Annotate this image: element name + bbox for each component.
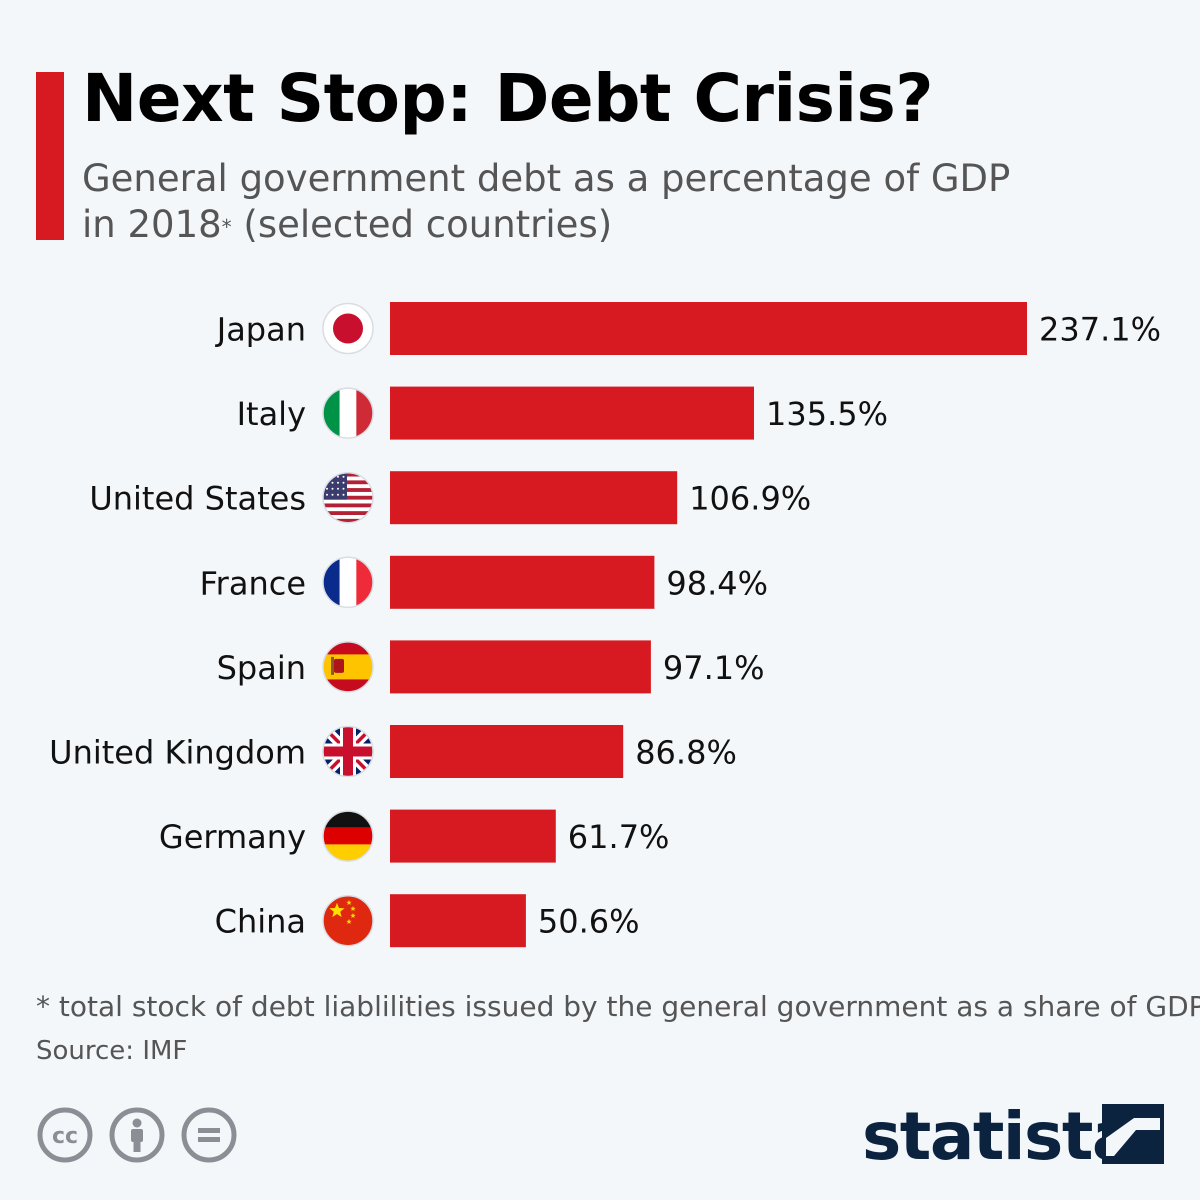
value-label: 135.5% <box>766 395 888 433</box>
usa-flag-icon <box>322 471 374 524</box>
no-derivatives-icon[interactable] <box>180 1106 238 1164</box>
bar <box>390 640 651 694</box>
bar <box>390 471 678 525</box>
china-flag-icon <box>322 894 374 947</box>
category-label: Japan <box>215 311 306 349</box>
svg-text:cc: cc <box>52 1124 78 1149</box>
value-label: 61.7% <box>568 818 670 856</box>
spain-flag-icon <box>322 641 374 693</box>
category-label: France <box>200 564 306 602</box>
value-label: 50.6% <box>538 903 640 941</box>
value-label: 237.1% <box>1039 311 1161 349</box>
subtitle-asterisk: * <box>221 215 232 239</box>
bar <box>390 894 526 948</box>
subtitle-line-2-rest: (selected countries) <box>231 203 613 246</box>
category-label: Italy <box>237 395 306 433</box>
title-accent-bar <box>36 72 64 240</box>
bar <box>390 555 655 609</box>
bar <box>390 725 624 778</box>
source-note: Source: IMF <box>36 1036 188 1066</box>
value-label: 106.9% <box>689 480 811 518</box>
value-label: 86.8% <box>635 734 737 772</box>
attribution-icon[interactable] <box>108 1106 166 1164</box>
bar <box>390 809 556 863</box>
subtitle-line-2: in 2018 <box>82 203 222 246</box>
category-label: United States <box>89 480 306 518</box>
category-label: China <box>215 903 306 941</box>
germany-flag-icon <box>322 810 374 862</box>
value-label: 97.1% <box>663 649 765 687</box>
italy-flag-icon <box>322 387 374 439</box>
bar <box>390 386 754 440</box>
category-label: Spain <box>217 649 306 687</box>
subtitle-line-1: General government debt as a percentage … <box>82 157 1011 200</box>
footnote: * total stock of debt liablilities issue… <box>36 990 1200 1023</box>
bar <box>390 302 1027 355</box>
statista-logo-icon <box>1102 1104 1164 1164</box>
category-label: Germany <box>159 818 306 856</box>
chart-title: Next Stop: Debt Crisis? <box>82 60 934 137</box>
value-label: 98.4% <box>666 564 768 602</box>
cc-icon[interactable]: cc <box>36 1106 94 1164</box>
japan-flag-icon <box>322 302 374 355</box>
bar-chart: Japan 237.1% Italy 135.5% United States 106.9… <box>49 302 1161 948</box>
uk-flag-icon <box>322 725 374 778</box>
france-flag-icon <box>322 556 374 609</box>
category-label: United Kingdom <box>49 734 306 772</box>
statista-logo-text[interactable]: statista <box>862 1098 1136 1175</box>
chart-subtitle: General government debt as a percentage … <box>82 156 1082 248</box>
